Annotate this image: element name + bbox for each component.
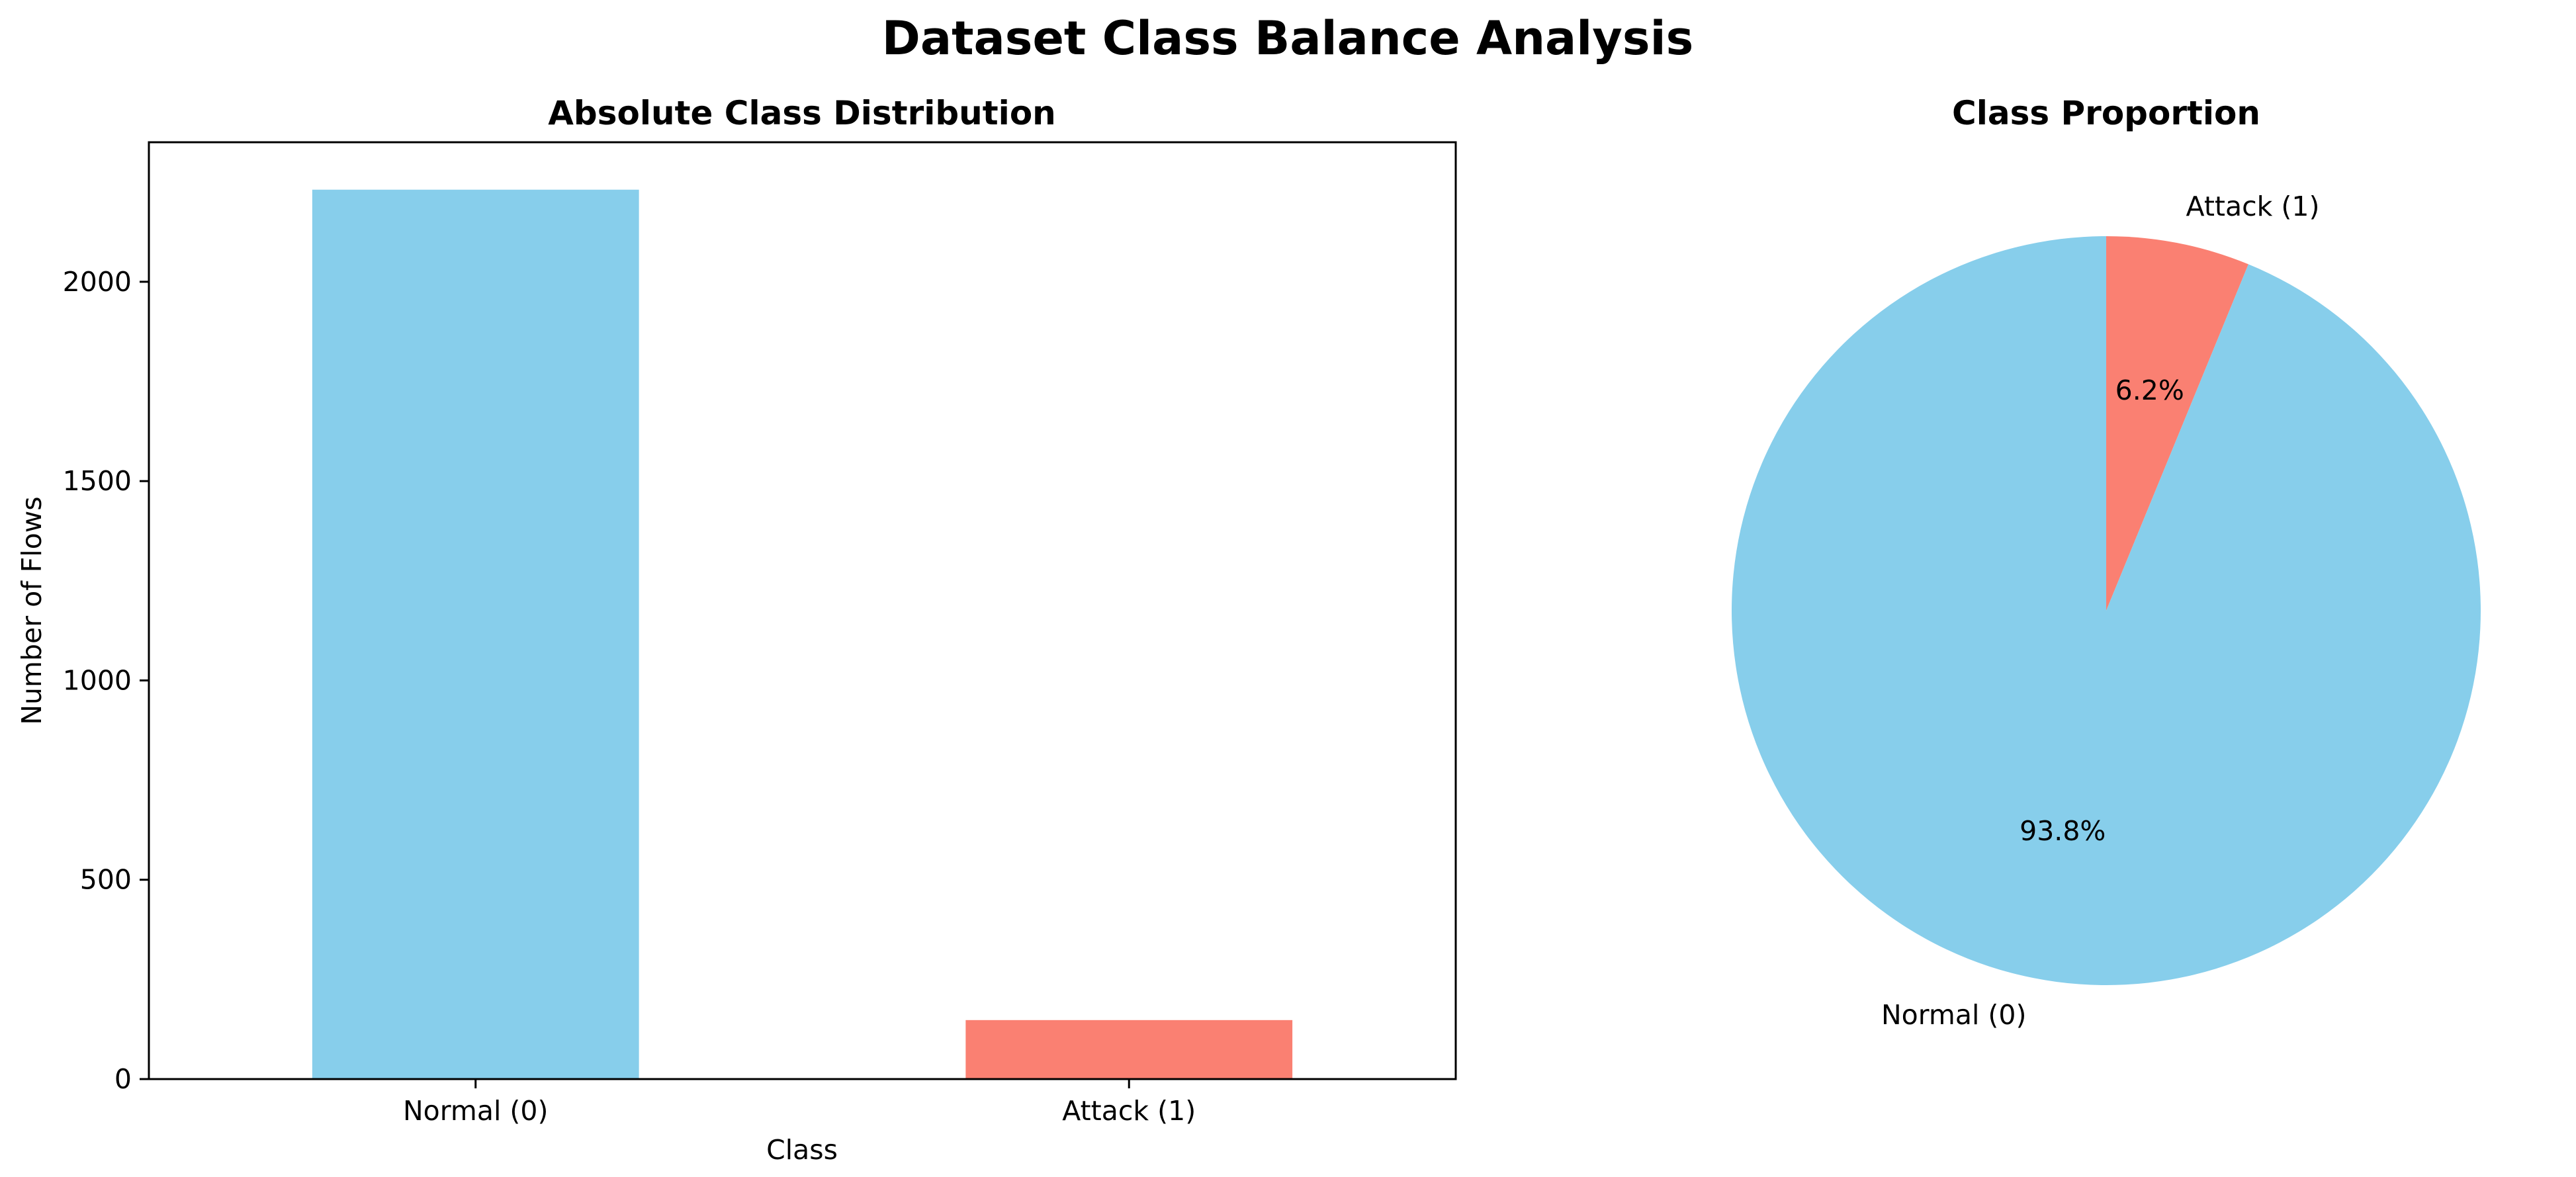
y-tick-label: 1000: [63, 664, 132, 696]
x-axis-ticks: Normal (0) Attack (1): [403, 1079, 1196, 1127]
bar-chart-marks: [312, 189, 1293, 1079]
pie-pct-attack-1: 6.2%: [2115, 374, 2184, 406]
pie-chart-title: Class Proportion: [1952, 94, 2260, 132]
x-tick-label: Normal (0): [403, 1095, 548, 1127]
bar-chart-panel: Absolute Class Distribution 0 500 1000 1500…: [16, 94, 1457, 1166]
bar-chart-title: Absolute Class Distribution: [548, 94, 1056, 132]
bar-chart-frame: [148, 141, 1457, 1080]
pie-label-normal-0: Normal (0): [1881, 999, 2026, 1031]
pie-chart-panel: Class Proportion Attack (1) 6.2% Normal (0…: [1732, 94, 2481, 1031]
y-tick-label: 1500: [63, 465, 132, 497]
bar-normal-0: [312, 189, 639, 1079]
figure-title: Dataset Class Balance Analysis: [882, 11, 1694, 65]
pie-chart-marks: Attack (1) 6.2% Normal (0) 93.8%: [1732, 191, 2481, 1031]
y-tick-label: 2000: [63, 266, 132, 298]
x-tick-label: Attack (1): [1062, 1095, 1196, 1127]
pie-slice-attack-1: [2106, 236, 2248, 611]
y-tick-label: 500: [80, 864, 132, 896]
pie-label-attack-1: Attack (1): [2186, 191, 2320, 222]
x-axis-label: Class: [766, 1134, 838, 1166]
y-axis-ticks: 0 500 1000 1500 2000: [63, 266, 149, 1095]
y-tick-label: 0: [114, 1063, 132, 1095]
y-axis-label: Number of Flows: [16, 496, 48, 724]
pie-pct-normal-0: 93.8%: [2020, 815, 2106, 847]
pie-slice-normal-0: [1732, 236, 2481, 986]
bar-attack-1: [965, 1020, 1293, 1079]
